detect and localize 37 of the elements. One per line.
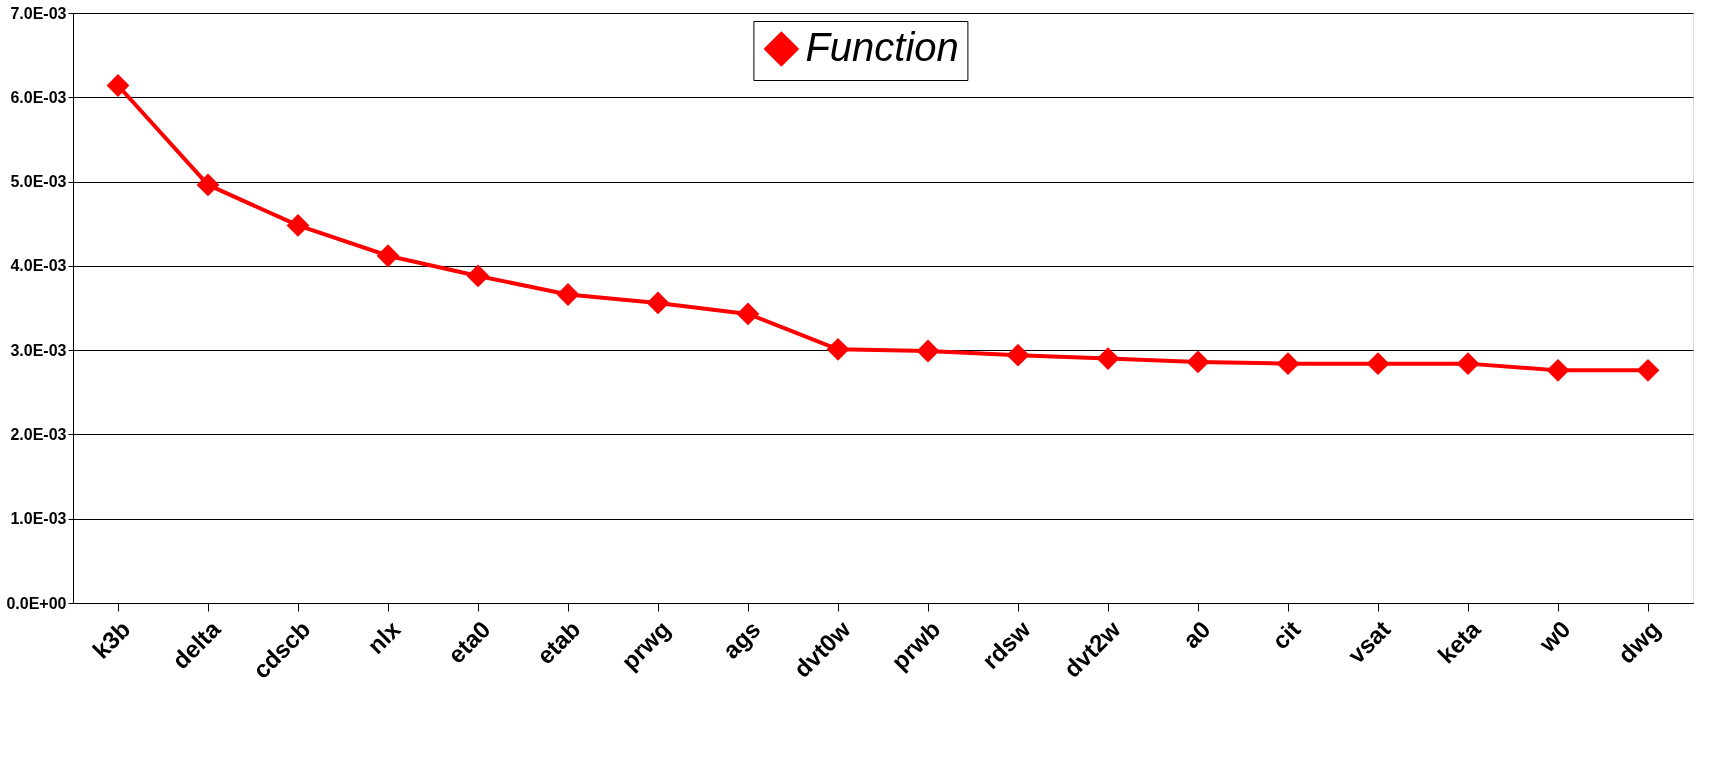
point bbox=[646, 291, 670, 315]
point bbox=[1456, 352, 1480, 376]
point bbox=[556, 283, 580, 306]
y-tick-label: 2.0E-03 bbox=[10, 425, 67, 443]
point bbox=[826, 337, 850, 361]
point bbox=[466, 264, 490, 288]
y-tick-label: 7.0E-03 bbox=[10, 4, 67, 22]
point bbox=[916, 339, 940, 363]
point bbox=[1546, 358, 1570, 382]
x-tick-label: dwg bbox=[1612, 615, 1666, 669]
legend-label: Function bbox=[805, 25, 959, 69]
point bbox=[106, 74, 130, 97]
x-tick-label: etab bbox=[531, 615, 586, 670]
point bbox=[1276, 352, 1300, 376]
x-tick-label: cit bbox=[1266, 615, 1306, 655]
x-tick-label: ags bbox=[717, 615, 766, 664]
y-tick-label: 5.0E-03 bbox=[10, 173, 67, 191]
point bbox=[1366, 352, 1390, 376]
point bbox=[1636, 358, 1660, 382]
y-tick-label: 1.0E-03 bbox=[10, 510, 67, 528]
point bbox=[736, 302, 760, 326]
point bbox=[1186, 350, 1210, 374]
y-tick-label: 3.0E-03 bbox=[10, 341, 67, 359]
x-tick-label: k3b bbox=[87, 615, 136, 664]
x-tick-label: vsat bbox=[1342, 615, 1396, 669]
y-tick-label: 4.0E-03 bbox=[10, 257, 67, 275]
point bbox=[376, 244, 400, 268]
y-tick-label: 6.0E-03 bbox=[10, 88, 67, 106]
x-tick-label: keta bbox=[1432, 614, 1486, 669]
y-tick-label: 0.0E+00 bbox=[6, 594, 67, 612]
x-tick-label: a0 bbox=[1177, 615, 1216, 654]
point bbox=[1096, 347, 1120, 370]
point bbox=[1006, 343, 1030, 367]
point bbox=[286, 214, 310, 237]
x-tick-label: nlx bbox=[361, 614, 406, 659]
x-tick-label: w0 bbox=[1533, 615, 1576, 658]
point bbox=[196, 173, 220, 197]
